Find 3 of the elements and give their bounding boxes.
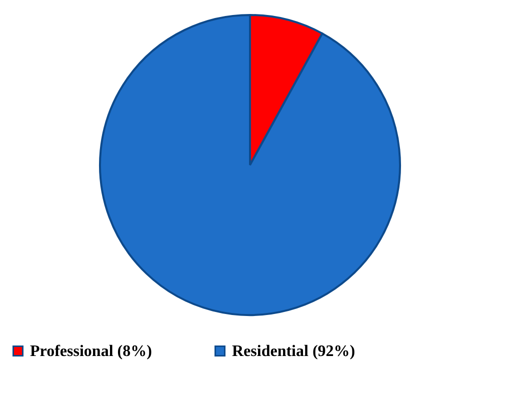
legend-label: Professional (8%) [30,343,152,360]
pie-slice [99,14,401,316]
legend-label: Residential (92%) [232,343,356,360]
